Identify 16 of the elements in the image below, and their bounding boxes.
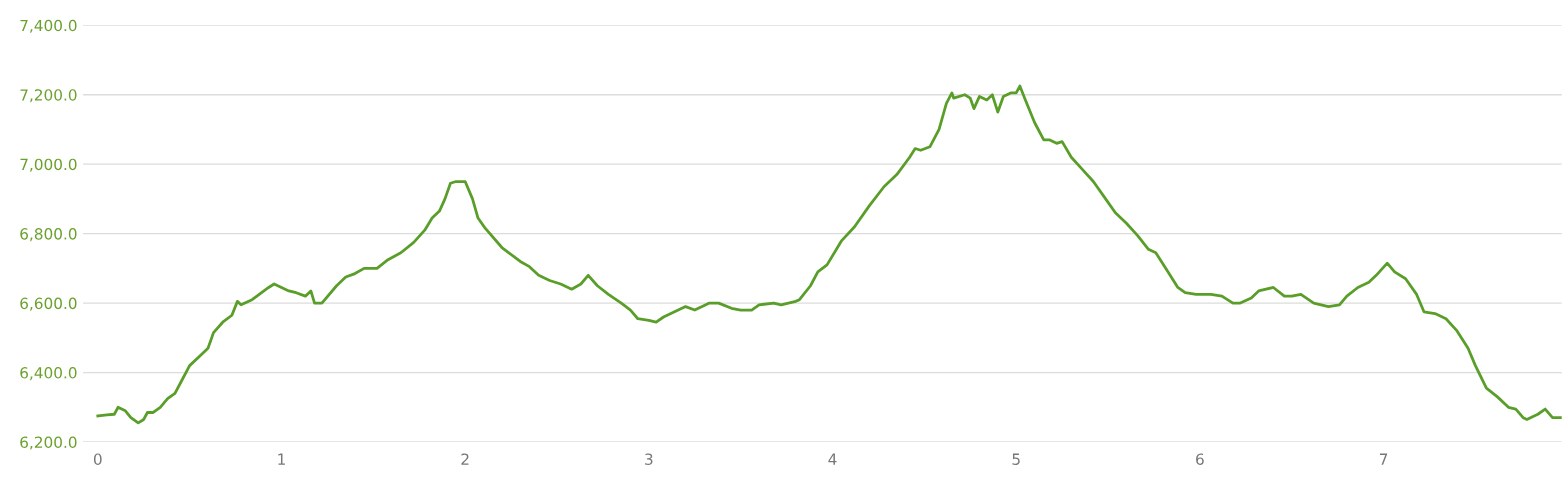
y-tick-label: 6,400.0 xyxy=(20,367,77,381)
x-tick-label: 2 xyxy=(461,453,469,465)
y-tick-label: 6,200.0 xyxy=(20,436,77,450)
x-tick-label: 3 xyxy=(645,453,653,465)
x-tick-label: 4 xyxy=(828,453,837,465)
x-tick-label: 7 xyxy=(1379,453,1388,465)
y-tick-label: 7,200.0 xyxy=(20,89,77,103)
x-tick-label: 0 xyxy=(93,453,102,465)
y-tick-label: 7,400.0 xyxy=(20,19,77,33)
y-tick-label: 6,800.0 xyxy=(20,228,77,242)
line-series xyxy=(96,84,1562,425)
y-tick-label: 7,000.0 xyxy=(20,158,77,172)
y-tick-label: 6,600.0 xyxy=(20,297,77,311)
x-tick-label: 5 xyxy=(1012,453,1020,465)
x-tick-label: 1 xyxy=(278,453,285,465)
x-tick-label: 6 xyxy=(1196,453,1204,465)
